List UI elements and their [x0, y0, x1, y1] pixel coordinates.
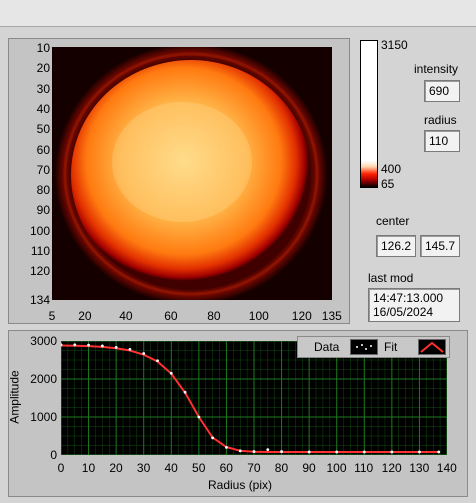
- legend-swatch-data[interactable]: [350, 339, 378, 355]
- chart-x-label: Radius (pix): [208, 478, 273, 492]
- data-point: [100, 344, 104, 348]
- chart-x-tick: 90: [302, 461, 316, 475]
- image-x-tick: 5: [48, 309, 56, 323]
- image-y-tick: 70: [36, 162, 50, 177]
- radius-indicator: 110: [424, 130, 460, 152]
- image-y-tick: 134: [29, 293, 50, 307]
- chart-y-label: Amplitude: [7, 370, 22, 424]
- intensity-image-graphic: [52, 47, 332, 300]
- chart-y-tick: 2000: [30, 372, 57, 386]
- data-point: [59, 343, 63, 347]
- data-point: [225, 446, 228, 449]
- last-mod-indicator: 14:47:13.000 16/05/2024: [368, 288, 460, 322]
- chart-x-tick: 50: [192, 461, 206, 475]
- image-x-tick: 60: [164, 309, 178, 323]
- chart-x-tick: 20: [109, 461, 123, 475]
- data-point: [362, 450, 366, 454]
- chart-x-tick: 60: [219, 461, 233, 475]
- data-point: [142, 352, 146, 355]
- chart-y-tick: 3000: [30, 334, 57, 348]
- last-mod-time: 14:47:13.000: [373, 291, 444, 305]
- chart-x-tick: 30: [136, 461, 151, 475]
- data-point: [252, 450, 256, 453]
- data-point: [87, 343, 90, 347]
- last-mod-date: 16/05/2024: [373, 305, 434, 319]
- color-scale-bar[interactable]: [360, 40, 378, 188]
- colorbar-tick-min[interactable]: 65: [381, 177, 395, 191]
- image-y-tick: 30: [36, 81, 50, 96]
- last-mod-label: last mod: [368, 271, 414, 285]
- profile-plot: [59, 340, 448, 456]
- fit-line-icon: [420, 341, 444, 353]
- window-top-bar: [0, 0, 476, 27]
- intensity-image[interactable]: [52, 47, 332, 300]
- image-x-tick: 135: [321, 309, 342, 323]
- profile-plot-area[interactable]: [59, 340, 448, 456]
- data-point: [437, 450, 441, 454]
- image-y-tick: 110: [30, 244, 50, 258]
- data-point: [307, 450, 311, 454]
- image-x-tick: 120: [291, 309, 312, 323]
- image-y-tick: 100: [29, 223, 50, 238]
- chart-x-tick: 100: [326, 461, 347, 475]
- image-y-tick: 50: [36, 122, 50, 137]
- chart-x-tick: 110: [354, 461, 374, 475]
- intensity-label: intensity: [414, 62, 459, 76]
- chart-legend[interactable]: Data Fit: [297, 336, 450, 358]
- image-x-tick: 20: [78, 309, 92, 323]
- legend-label-fit: Fit: [384, 340, 398, 354]
- chart-x-tick: 80: [274, 461, 289, 475]
- image-x-tick: 40: [119, 309, 133, 323]
- legend-swatch-fit[interactable]: [418, 339, 446, 355]
- image-x-tick: 80: [207, 309, 221, 323]
- data-points-icon: [356, 344, 372, 350]
- chart-x-tick: 70: [247, 461, 261, 475]
- data-point: [280, 450, 283, 453]
- image-y-tick: 80: [36, 183, 50, 198]
- data-point: [418, 450, 421, 454]
- center-x-indicator: 126.2: [376, 235, 416, 257]
- data-point: [114, 346, 118, 349]
- colorbar-tick-mid[interactable]: 400: [381, 162, 402, 176]
- data-point: [169, 371, 173, 375]
- chart-x-tick: 10: [81, 461, 96, 475]
- data-point: [156, 359, 159, 363]
- chart-x-tick: 40: [164, 461, 178, 475]
- intensity-indicator: 690: [424, 80, 460, 102]
- image-y-tick: 120: [29, 264, 50, 279]
- chart-y-tick: 1000: [30, 410, 57, 424]
- chart-x-tick: 120: [381, 461, 402, 475]
- image-y-tick: 10: [36, 41, 50, 55]
- radius-label: radius: [424, 113, 457, 127]
- image-y-tick: 60: [36, 142, 50, 157]
- data-point: [211, 436, 215, 440]
- legend-label-data: Data: [314, 340, 340, 354]
- data-point: [266, 448, 270, 452]
- image-y-tick: 90: [36, 203, 50, 218]
- chart-y-tick: 0: [50, 448, 57, 462]
- image-y-tick: 40: [36, 101, 50, 116]
- center-y-indicator: 145.7: [420, 235, 460, 257]
- chart-x-tick: 140: [436, 461, 457, 475]
- center-label: center: [376, 214, 410, 228]
- data-point: [238, 449, 242, 453]
- data-point: [335, 450, 339, 454]
- data-point: [183, 390, 187, 394]
- chart-x-tick: 130: [409, 461, 430, 475]
- data-point: [390, 450, 394, 454]
- image-y-tick: 20: [36, 61, 50, 76]
- data-point: [73, 343, 77, 347]
- chart-x-tick: 0: [57, 461, 65, 475]
- image-x-tick: 100: [248, 309, 269, 323]
- data-point: [128, 347, 132, 351]
- colorbar-tick-max[interactable]: 3150: [381, 38, 408, 52]
- data-point: [197, 415, 201, 419]
